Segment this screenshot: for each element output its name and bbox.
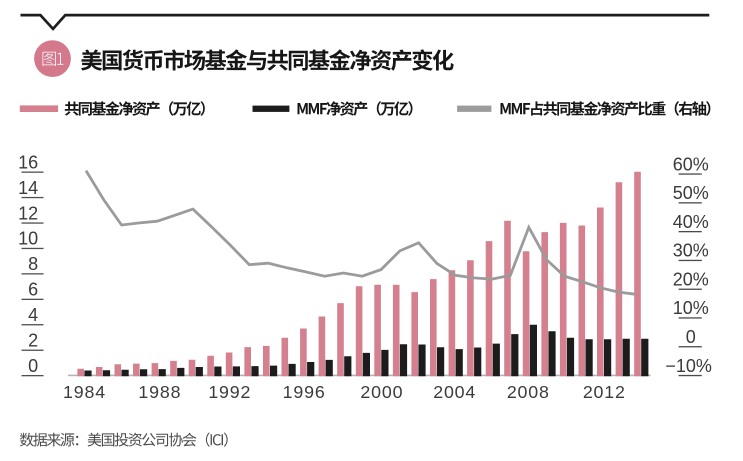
svg-text:60%: 60% <box>673 154 709 174</box>
svg-text:2: 2 <box>28 331 38 351</box>
svg-text:16: 16 <box>18 152 38 172</box>
svg-text:14: 14 <box>18 178 38 198</box>
svg-text:10%: 10% <box>673 298 709 318</box>
svg-text:2000: 2000 <box>360 382 403 402</box>
svg-text:50%: 50% <box>673 183 709 203</box>
svg-text:2004: 2004 <box>433 382 476 402</box>
svg-text:6: 6 <box>28 280 38 300</box>
svg-text:−10%: −10% <box>665 356 712 376</box>
svg-text:0: 0 <box>28 356 38 376</box>
svg-text:1992: 1992 <box>208 382 251 402</box>
svg-text:8: 8 <box>28 254 38 274</box>
svg-text:1984: 1984 <box>63 382 106 402</box>
svg-text:4: 4 <box>28 305 38 325</box>
svg-text:10: 10 <box>18 229 38 249</box>
svg-text:20%: 20% <box>673 270 709 290</box>
svg-text:1996: 1996 <box>283 382 326 402</box>
svg-text:2012: 2012 <box>583 382 626 402</box>
svg-text:1988: 1988 <box>138 382 181 402</box>
svg-text:0: 0 <box>686 327 696 347</box>
svg-text:12: 12 <box>18 203 38 223</box>
svg-text:2008: 2008 <box>507 382 550 402</box>
svg-text:40%: 40% <box>673 212 709 232</box>
svg-text:30%: 30% <box>673 241 709 261</box>
